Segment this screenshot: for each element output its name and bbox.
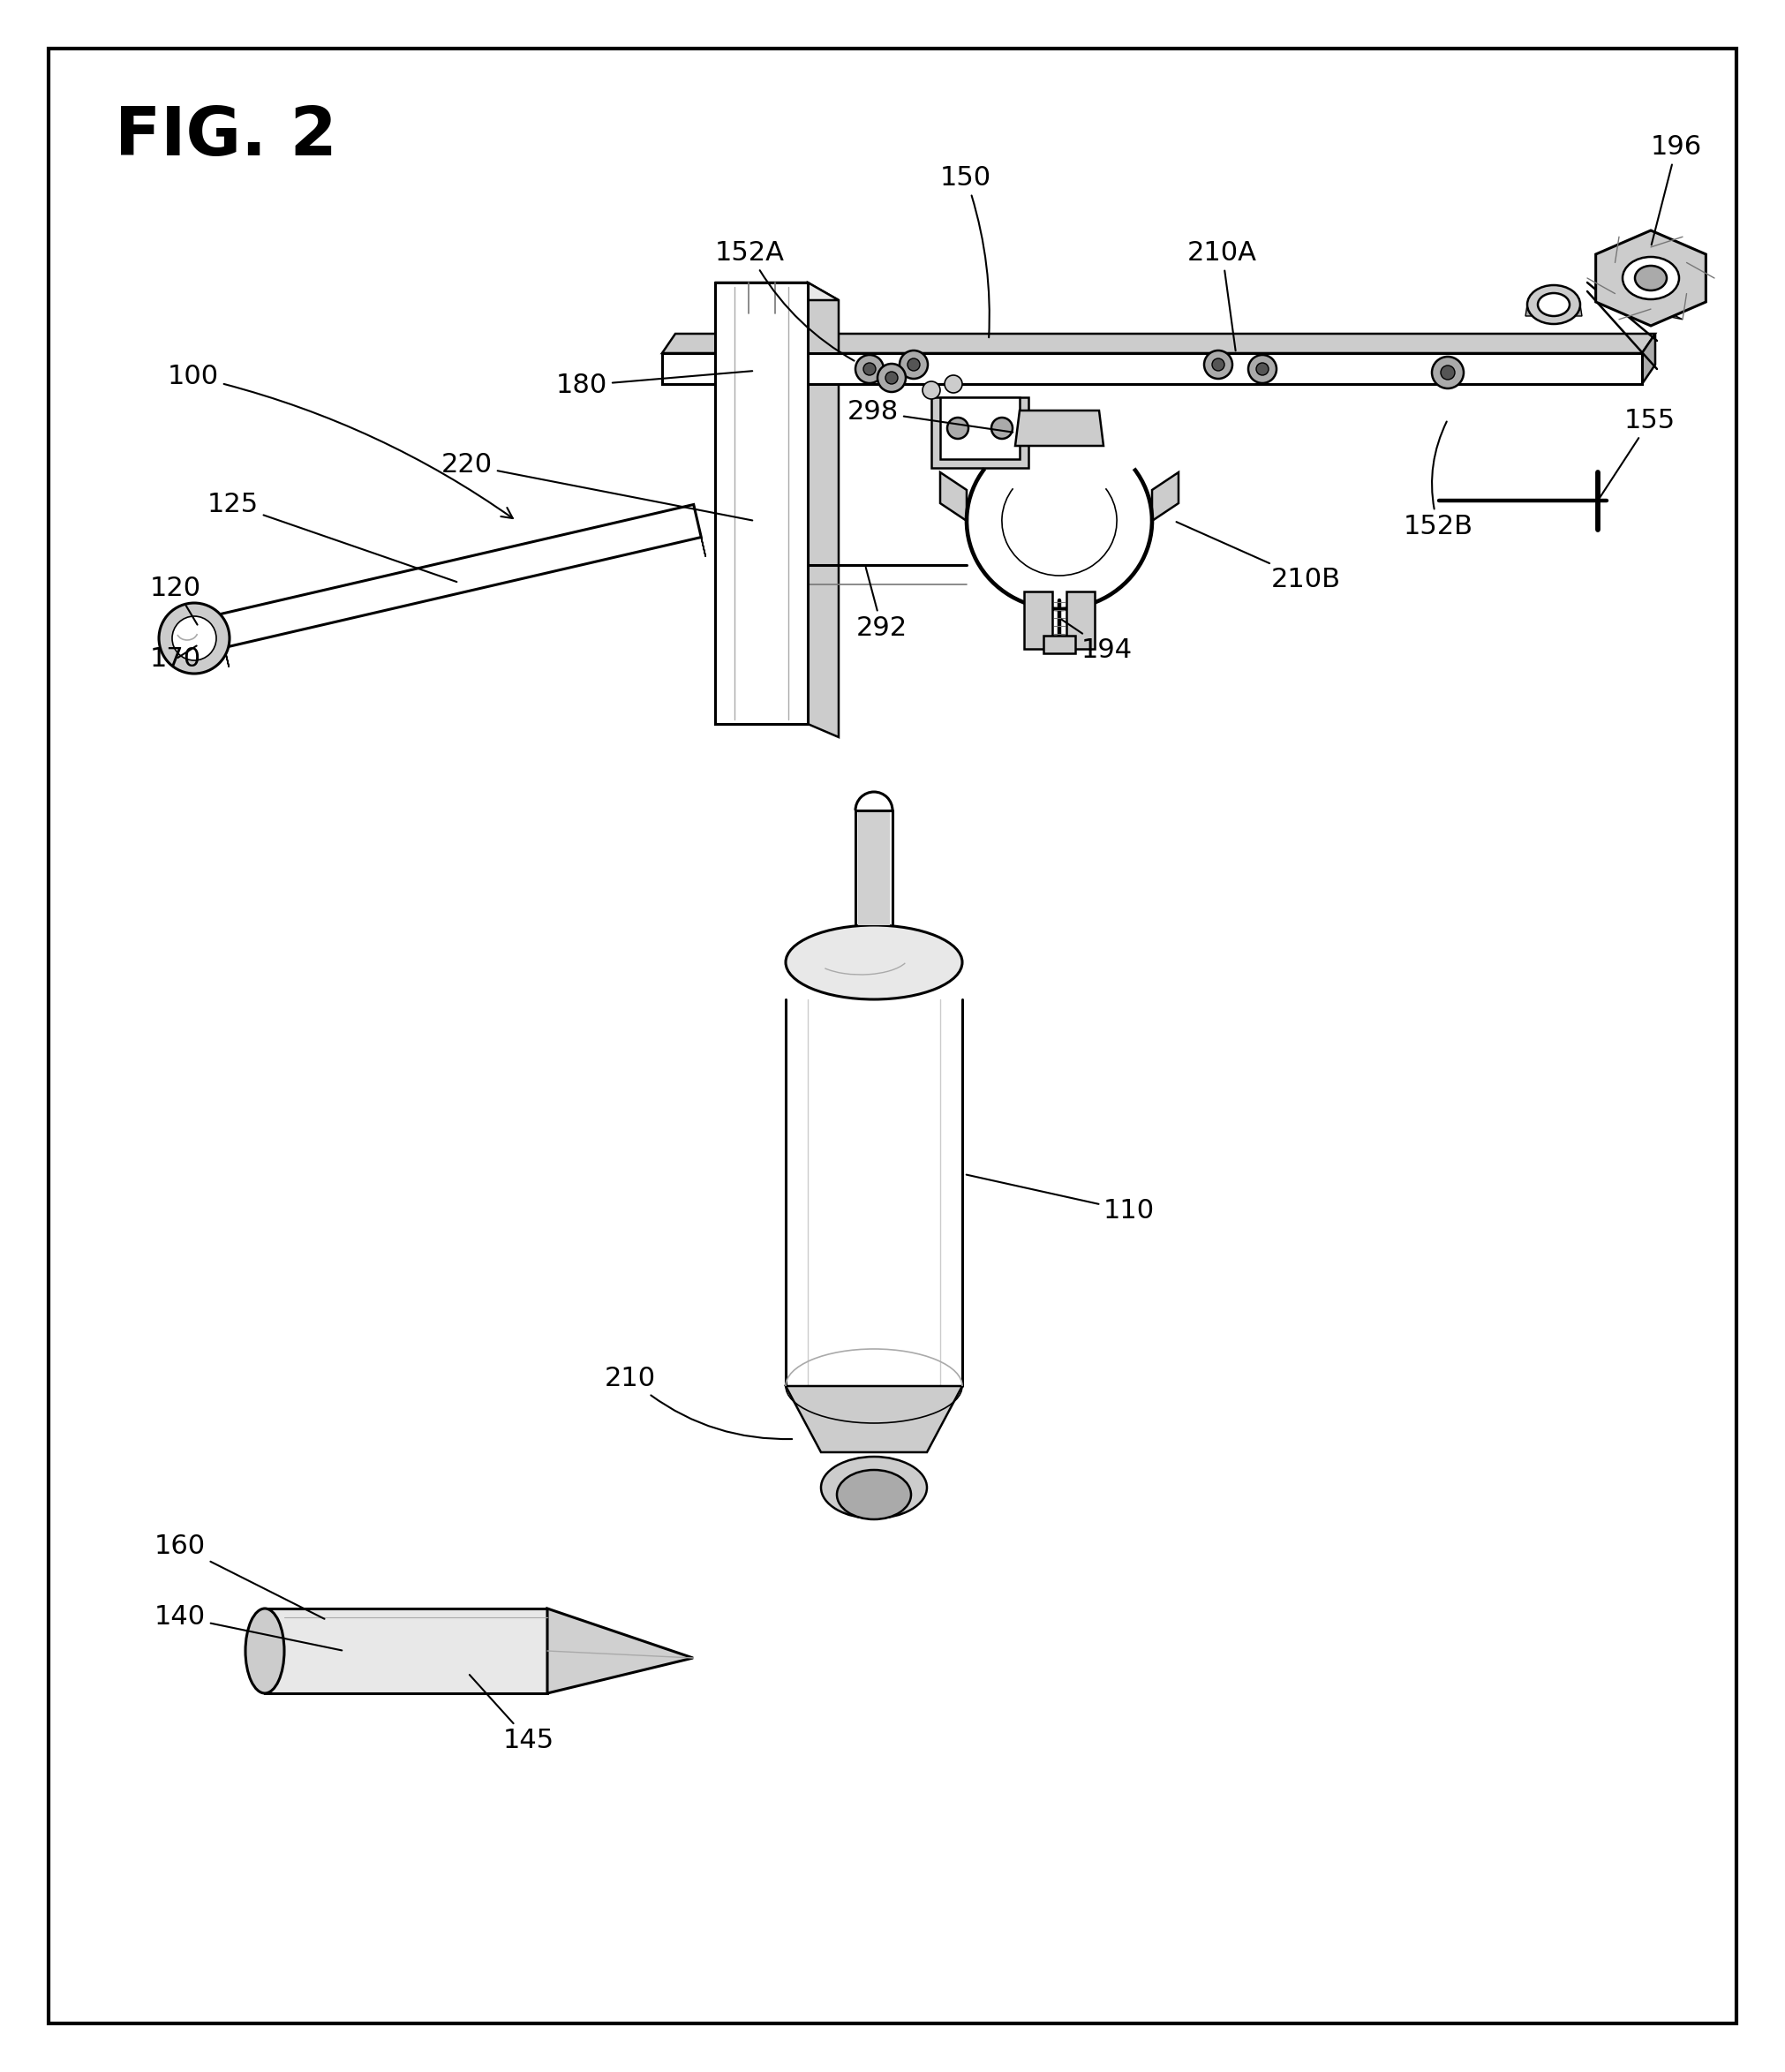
- Text: 210A: 210A: [1187, 240, 1257, 350]
- Circle shape: [907, 358, 919, 371]
- Text: 292: 292: [857, 568, 907, 640]
- Polygon shape: [218, 503, 702, 649]
- Circle shape: [991, 419, 1012, 439]
- Polygon shape: [1025, 591, 1053, 649]
- Text: 110: 110: [966, 1175, 1155, 1225]
- Circle shape: [1432, 356, 1464, 387]
- Ellipse shape: [837, 1469, 910, 1519]
- Circle shape: [878, 365, 905, 392]
- Polygon shape: [716, 282, 839, 300]
- Text: 160: 160: [155, 1533, 325, 1618]
- Polygon shape: [932, 398, 1028, 468]
- Text: 180: 180: [557, 371, 751, 398]
- Text: 210B: 210B: [1176, 522, 1341, 593]
- Ellipse shape: [1623, 257, 1680, 298]
- Circle shape: [923, 381, 941, 400]
- Polygon shape: [218, 503, 698, 634]
- Polygon shape: [1151, 472, 1178, 520]
- Text: 100: 100: [168, 365, 512, 518]
- Text: 152A: 152A: [716, 240, 855, 361]
- Text: 152B: 152B: [1403, 421, 1473, 539]
- Circle shape: [171, 615, 216, 661]
- Polygon shape: [1066, 591, 1094, 649]
- Polygon shape: [716, 282, 809, 723]
- Circle shape: [1257, 363, 1269, 375]
- Polygon shape: [1596, 230, 1706, 325]
- Text: 210: 210: [605, 1365, 793, 1440]
- Polygon shape: [941, 398, 1019, 460]
- Polygon shape: [859, 810, 891, 926]
- Polygon shape: [264, 1608, 548, 1693]
- Circle shape: [1205, 350, 1232, 379]
- Ellipse shape: [785, 926, 962, 999]
- Polygon shape: [941, 472, 967, 520]
- Text: FIG. 2: FIG. 2: [114, 104, 337, 170]
- Circle shape: [1212, 358, 1225, 371]
- Text: 140: 140: [155, 1604, 343, 1651]
- Text: 150: 150: [941, 166, 991, 338]
- Polygon shape: [1016, 410, 1103, 445]
- Text: 125: 125: [207, 491, 457, 582]
- Ellipse shape: [1528, 286, 1580, 323]
- Text: 170: 170: [150, 646, 202, 671]
- Text: 194: 194: [1062, 620, 1133, 663]
- Text: 120: 120: [150, 576, 202, 624]
- Polygon shape: [548, 1608, 693, 1693]
- Text: 145: 145: [469, 1674, 555, 1753]
- Text: 155: 155: [1599, 408, 1676, 499]
- Circle shape: [1248, 354, 1276, 383]
- Polygon shape: [662, 352, 1642, 383]
- Circle shape: [159, 603, 230, 673]
- Circle shape: [864, 363, 876, 375]
- Circle shape: [948, 419, 969, 439]
- Ellipse shape: [1635, 265, 1667, 290]
- Polygon shape: [1044, 636, 1075, 653]
- Text: 196: 196: [1651, 135, 1703, 244]
- Polygon shape: [218, 615, 228, 667]
- Ellipse shape: [821, 1457, 926, 1519]
- Ellipse shape: [1539, 292, 1569, 317]
- Circle shape: [900, 350, 928, 379]
- Polygon shape: [662, 334, 1655, 352]
- Polygon shape: [785, 1386, 962, 1452]
- Polygon shape: [694, 503, 705, 557]
- Polygon shape: [1526, 305, 1582, 317]
- Text: 220: 220: [441, 452, 753, 520]
- Polygon shape: [1642, 334, 1655, 383]
- Polygon shape: [809, 282, 839, 738]
- Circle shape: [944, 375, 962, 394]
- Circle shape: [855, 354, 884, 383]
- Circle shape: [885, 371, 898, 383]
- Text: 298: 298: [848, 400, 1012, 433]
- Polygon shape: [1596, 288, 1683, 319]
- Circle shape: [1440, 365, 1455, 379]
- Ellipse shape: [245, 1608, 284, 1693]
